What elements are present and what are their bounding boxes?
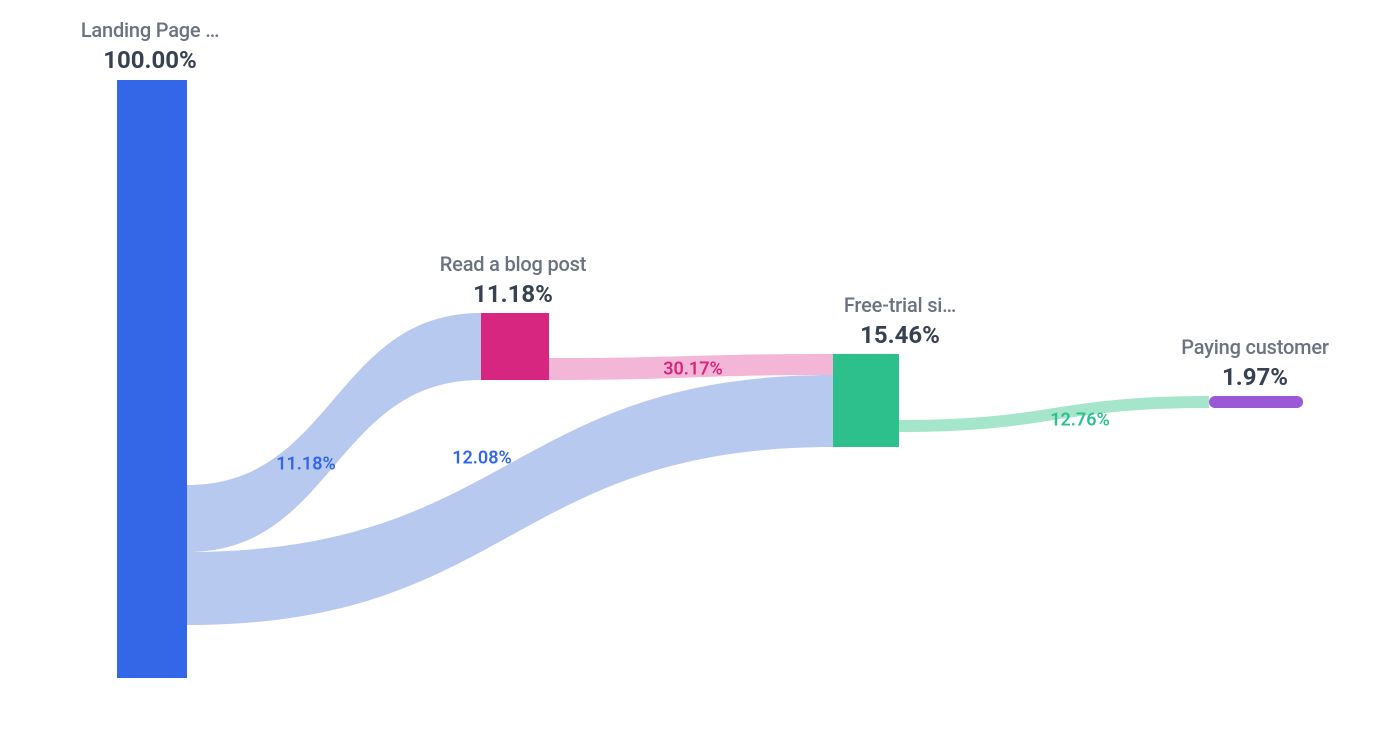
node-label-paying: Paying customer 1.97% xyxy=(1181,335,1328,392)
node-title: Paying customer xyxy=(1181,335,1328,360)
sankey-chart: Landing Page … 100.00% Read a blog post … xyxy=(0,0,1398,732)
node-title: Free-trial si… xyxy=(844,293,956,318)
flow-label-landing-blog: 11.18% xyxy=(276,454,336,475)
node-title: Landing Page … xyxy=(81,18,219,43)
sankey-node-trial xyxy=(833,354,899,447)
node-value: 1.97% xyxy=(1181,362,1328,392)
node-title: Read a blog post xyxy=(440,252,586,277)
flow-label-trial-paying: 12.76% xyxy=(1050,410,1110,431)
node-value: 100.00% xyxy=(81,45,219,75)
flow-label-landing-trial: 12.08% xyxy=(452,448,512,469)
node-value: 11.18% xyxy=(440,279,586,309)
node-label-landing: Landing Page … 100.00% xyxy=(81,18,219,75)
node-label-trial: Free-trial si… 15.46% xyxy=(844,293,956,350)
sankey-node-paying xyxy=(1209,396,1303,408)
sankey-node-blog xyxy=(481,313,549,380)
sankey-node-landing xyxy=(117,80,187,678)
flow-label-blog-trial: 30.17% xyxy=(663,359,723,380)
node-label-blog: Read a blog post 11.18% xyxy=(440,252,586,309)
node-value: 15.46% xyxy=(844,320,956,350)
